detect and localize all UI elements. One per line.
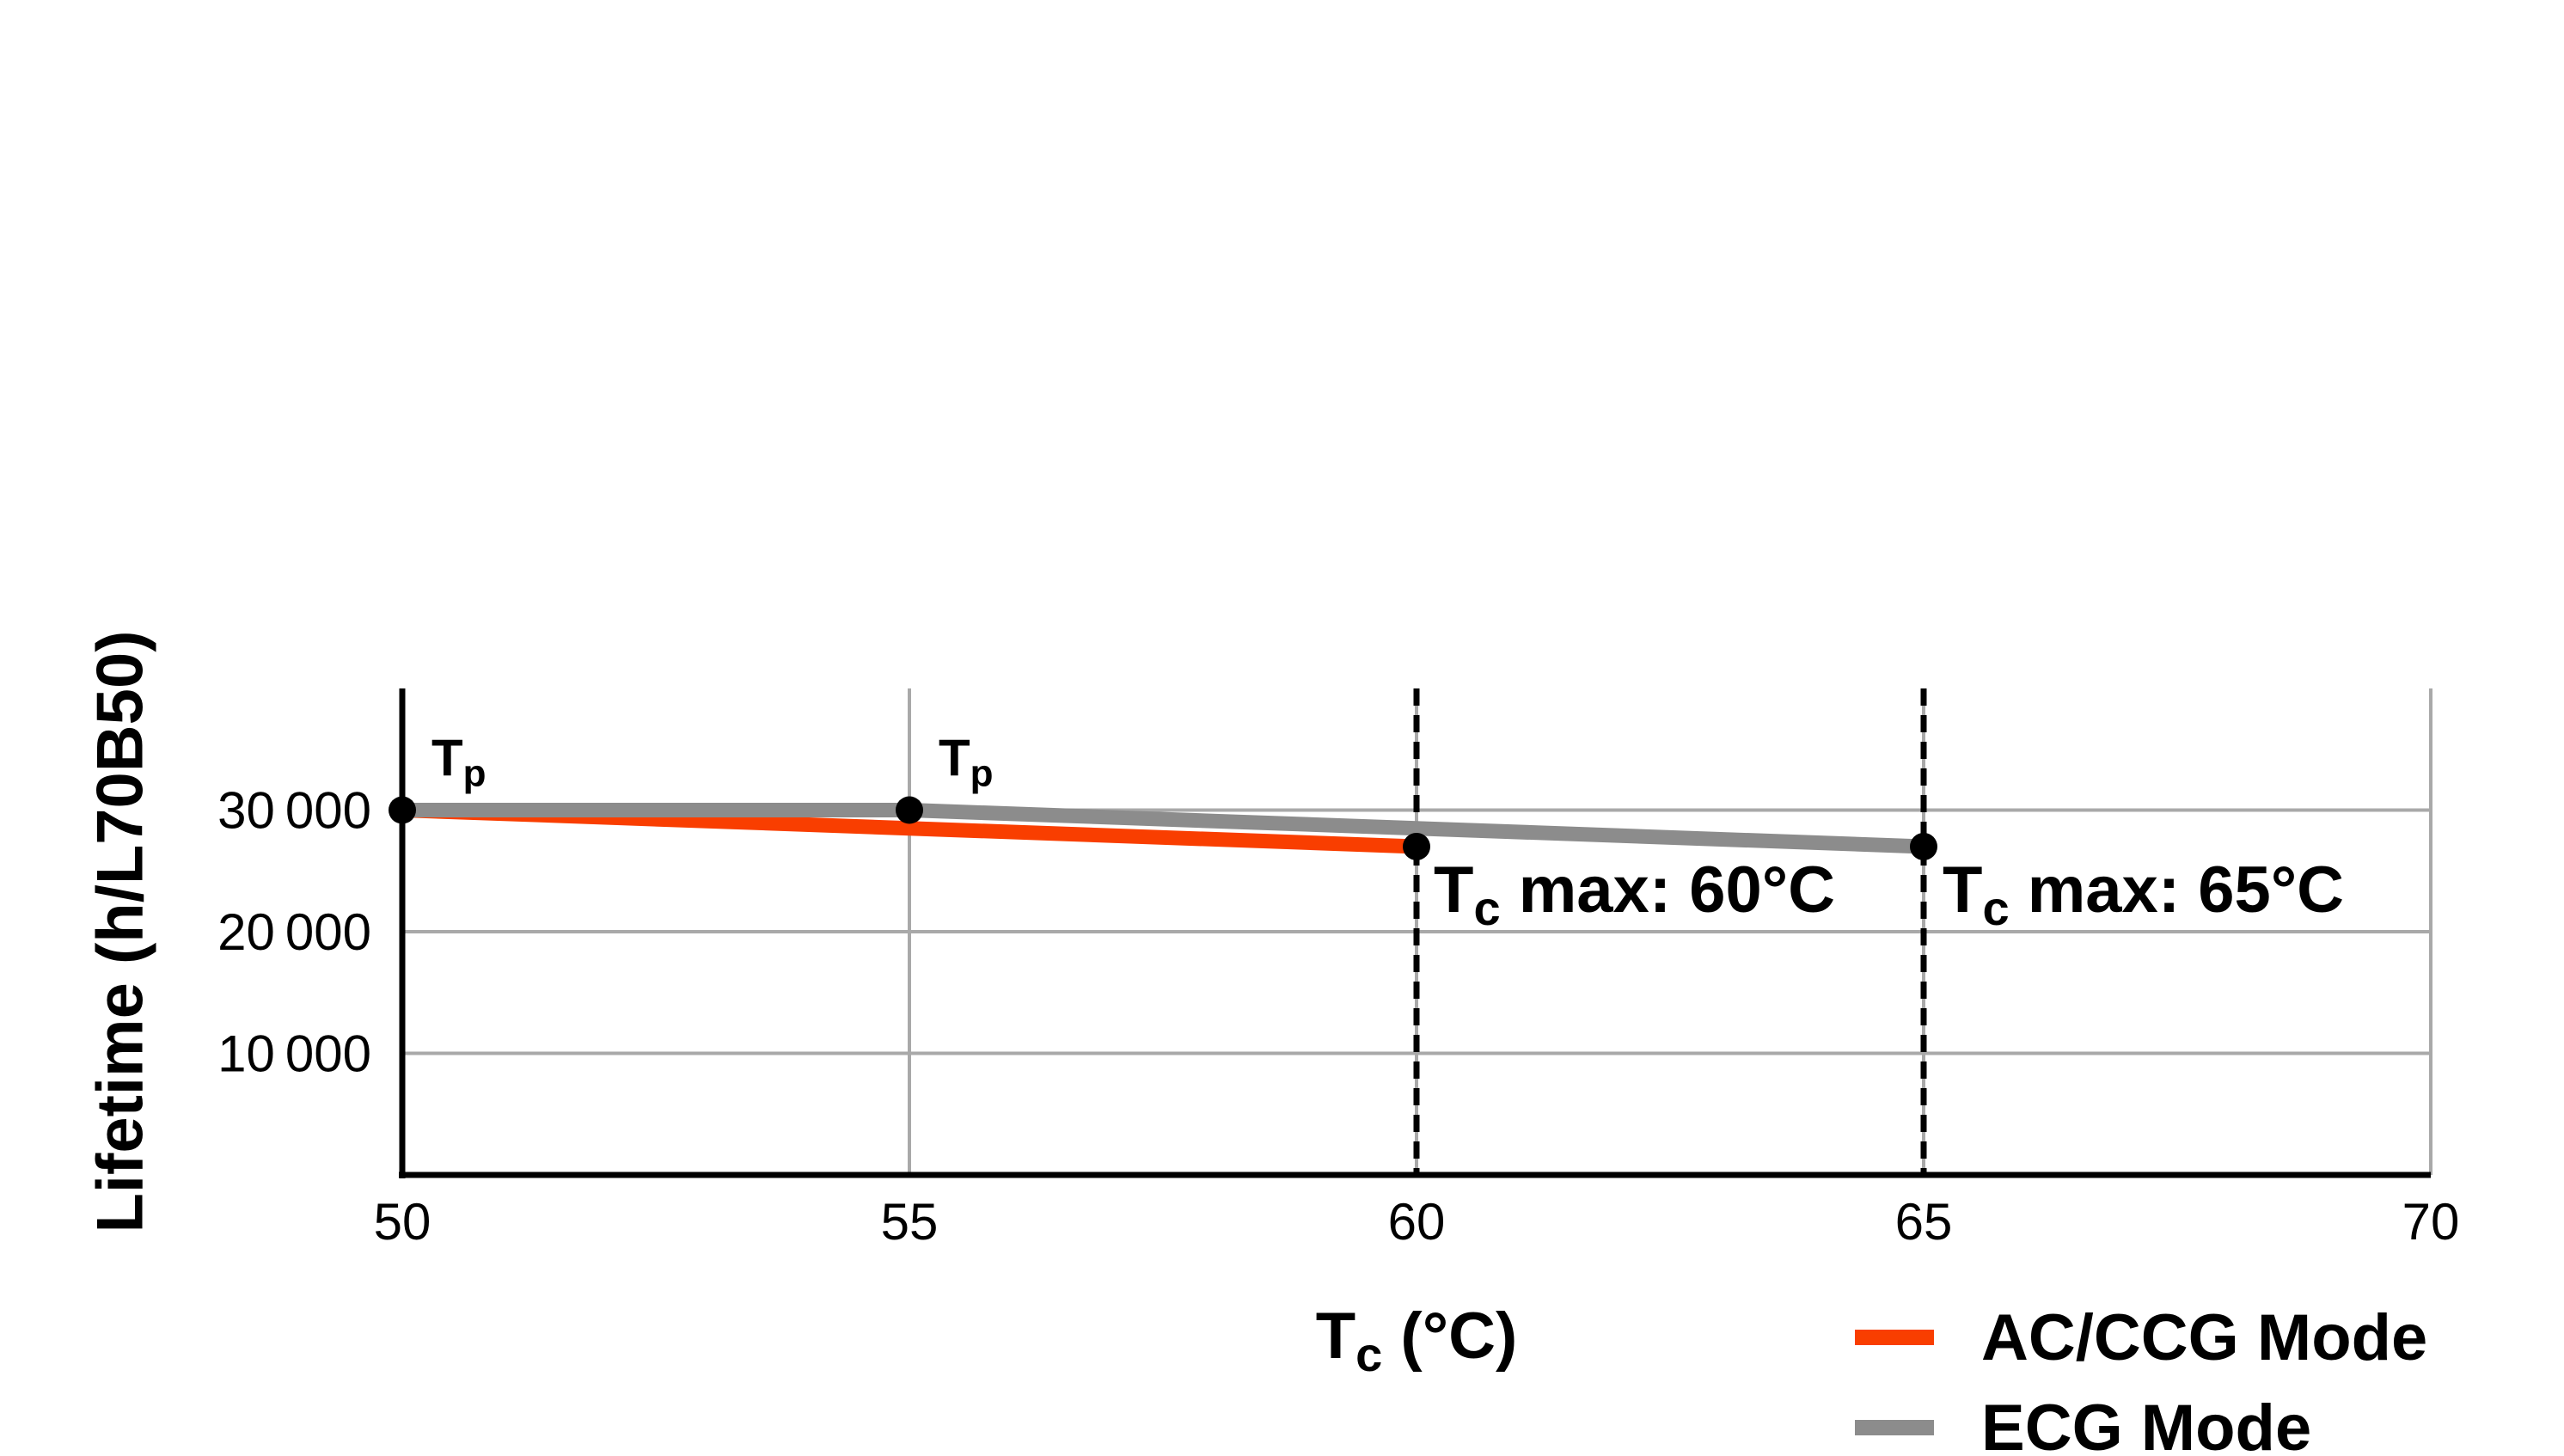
y-tick-label: 30 000 xyxy=(217,782,371,840)
tc-max-label-60: Tc max: 60°C xyxy=(1434,853,1835,935)
x-tick-label: 50 xyxy=(374,1193,431,1251)
x-tick-label: 55 xyxy=(881,1193,939,1251)
legend-label-0: AC/CCG Mode xyxy=(1981,1301,2427,1374)
data-point xyxy=(1910,832,1937,860)
x-axis-title: Tc (°C) xyxy=(1316,1300,1518,1381)
tp-label-ecg: Tp xyxy=(939,730,994,795)
x-tick-label: 70 xyxy=(2402,1193,2460,1251)
tc-max-label-65: Tc max: 65°C xyxy=(1943,853,2344,935)
data-point xyxy=(1403,832,1430,860)
y-tick-label: 20 000 xyxy=(217,903,371,961)
legend-swatch-0 xyxy=(1855,1330,1934,1345)
y-axis-title: Lifetime (h/L70B50) xyxy=(84,630,157,1233)
x-tick-label: 65 xyxy=(1895,1193,1953,1251)
legend-swatch-1 xyxy=(1855,1420,1934,1435)
x-tick-label: 60 xyxy=(1388,1193,1446,1251)
legend-label-1: ECG Mode xyxy=(1981,1392,2311,1456)
data-point xyxy=(389,796,416,824)
y-tick-label: 10 000 xyxy=(217,1025,371,1083)
data-point xyxy=(896,796,923,824)
tp-label-accg: Tp xyxy=(431,730,486,795)
